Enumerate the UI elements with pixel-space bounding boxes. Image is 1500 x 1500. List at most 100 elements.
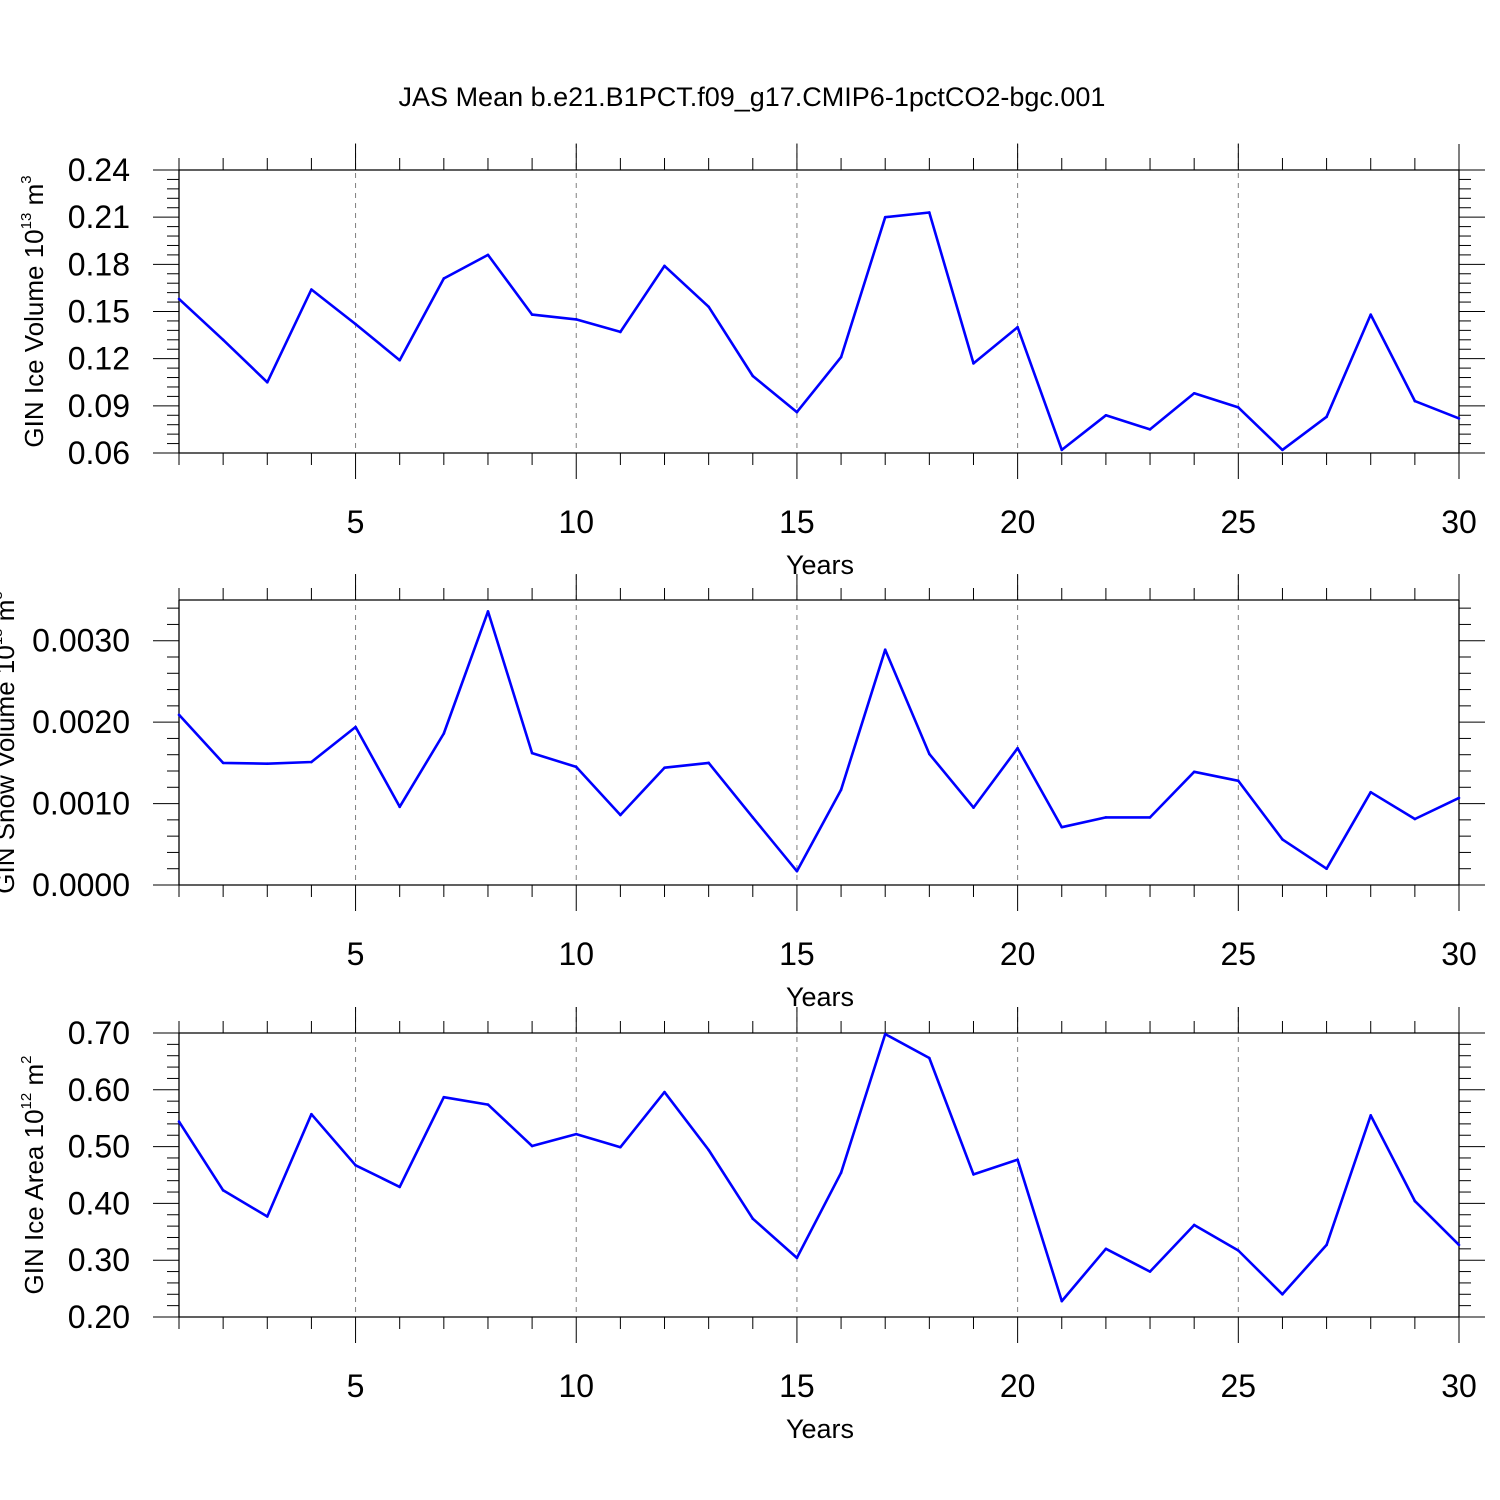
x-tick-label: 15 xyxy=(779,1368,815,1404)
data-point xyxy=(795,410,799,414)
data-point xyxy=(1413,399,1417,403)
x-tick-label: 15 xyxy=(779,504,815,540)
y-tick-label: 0.06 xyxy=(68,435,130,471)
data-point xyxy=(1413,817,1417,821)
data-point xyxy=(1325,1243,1328,1247)
data-point xyxy=(310,760,313,764)
data-point xyxy=(221,338,225,342)
y-axis-label: GIN Ice Volume 1013 m3 xyxy=(18,175,49,447)
x-tick-label: 30 xyxy=(1441,504,1477,540)
data-point xyxy=(1369,313,1373,316)
y-tick-label: 0.0020 xyxy=(32,704,130,740)
data-point xyxy=(442,277,446,280)
y-tick-label: 0.70 xyxy=(68,1015,130,1051)
y-tick-label: 0.20 xyxy=(68,1299,130,1335)
chart-title: JAS Mean b.e21.B1PCT.f09_g17.CMIP6-1pctC… xyxy=(399,82,1106,112)
data-point xyxy=(1237,1249,1240,1252)
y-tick-label: 0.15 xyxy=(68,294,130,330)
data-point xyxy=(751,374,755,378)
y-tick-label: 0.40 xyxy=(68,1185,130,1221)
data-point xyxy=(1192,391,1196,395)
data-point xyxy=(1016,1158,1019,1161)
x-tick-label: 5 xyxy=(347,1368,365,1404)
data-point xyxy=(486,1103,490,1106)
y-tick-label: 0.18 xyxy=(68,246,130,282)
data-point xyxy=(265,1215,269,1218)
data-point xyxy=(530,751,534,755)
data-point xyxy=(928,1056,931,1060)
data-point xyxy=(707,305,710,309)
x-axis-label: Years xyxy=(786,982,854,1012)
y-tick-label: 0.30 xyxy=(68,1242,130,1278)
data-point xyxy=(883,648,887,651)
data-point xyxy=(1457,796,1461,800)
data-point xyxy=(398,805,401,809)
data-point xyxy=(1237,406,1240,409)
data-point xyxy=(1016,325,1019,329)
y-tick-label: 0.24 xyxy=(68,152,130,188)
data-point xyxy=(972,1173,975,1176)
data-point xyxy=(442,732,446,735)
data-point xyxy=(1148,1270,1152,1273)
data-point xyxy=(663,264,666,268)
data-point xyxy=(574,765,578,769)
data-point xyxy=(177,1120,181,1123)
data-point xyxy=(1148,816,1152,819)
data-point xyxy=(795,869,799,873)
data-point xyxy=(265,380,269,384)
data-point xyxy=(839,1171,843,1175)
data-point xyxy=(1325,867,1328,871)
data-point xyxy=(663,1090,666,1094)
x-tick-label: 20 xyxy=(1000,936,1036,972)
data-point xyxy=(1281,1292,1284,1296)
data-point xyxy=(1325,415,1328,419)
data-point xyxy=(1060,825,1064,829)
data-point xyxy=(707,761,710,765)
data-point xyxy=(1104,1247,1108,1251)
data-point xyxy=(619,813,622,817)
data-point xyxy=(354,725,357,729)
data-point xyxy=(574,1132,578,1136)
data-point xyxy=(795,1256,799,1260)
data-point xyxy=(574,318,578,321)
data-point xyxy=(839,788,843,792)
x-tick-label: 25 xyxy=(1221,504,1257,540)
data-point xyxy=(1237,779,1240,783)
data-point xyxy=(928,211,931,214)
y-axis-label: GIN Snow Volume 1013 m3 xyxy=(0,591,20,894)
data-point xyxy=(221,761,225,765)
data-point xyxy=(663,766,666,770)
data-point xyxy=(310,1112,313,1116)
data-point xyxy=(398,358,401,362)
data-point xyxy=(1413,1199,1417,1203)
data-point xyxy=(751,1217,755,1221)
data-point xyxy=(398,1185,401,1189)
series-line xyxy=(178,610,1460,873)
data-point xyxy=(310,288,313,291)
data-point xyxy=(177,297,181,301)
data-point xyxy=(883,1032,887,1036)
data-point xyxy=(530,313,534,316)
data-point xyxy=(883,215,887,219)
x-tick-label: 20 xyxy=(1000,504,1036,540)
data-point xyxy=(1369,1114,1373,1117)
x-axis-label: Years xyxy=(786,1414,854,1444)
panel-2: 5 10 15 20 25 30 0.0000 0.0010 0.0020 0.0030 Years… xyxy=(0,574,1485,1012)
panel-1: 5 10 15 20 25 30 0.06 0.09 0.12 0.15 0.18 0.21 0.24 Y… xyxy=(18,143,1485,580)
data-point xyxy=(928,752,931,756)
data-point xyxy=(177,713,181,717)
panel-3: 5 10 15 20 25 30 0.20 0.30 0.40 0.50 0.60 0.70 Years… xyxy=(18,1007,1485,1444)
x-tick-label: 10 xyxy=(558,504,594,540)
data-point xyxy=(1016,746,1019,750)
x-tick-label: 5 xyxy=(347,936,365,972)
data-point xyxy=(486,610,490,613)
data-point xyxy=(1369,790,1373,794)
y-tick-label: 0.0010 xyxy=(32,786,130,822)
x-axis-label: Years xyxy=(786,550,854,580)
x-tick-label: 5 xyxy=(347,504,365,540)
data-point xyxy=(1192,770,1196,774)
data-point xyxy=(1457,417,1461,420)
series-line xyxy=(178,211,1460,452)
y-tick-label: 0.50 xyxy=(68,1129,130,1165)
